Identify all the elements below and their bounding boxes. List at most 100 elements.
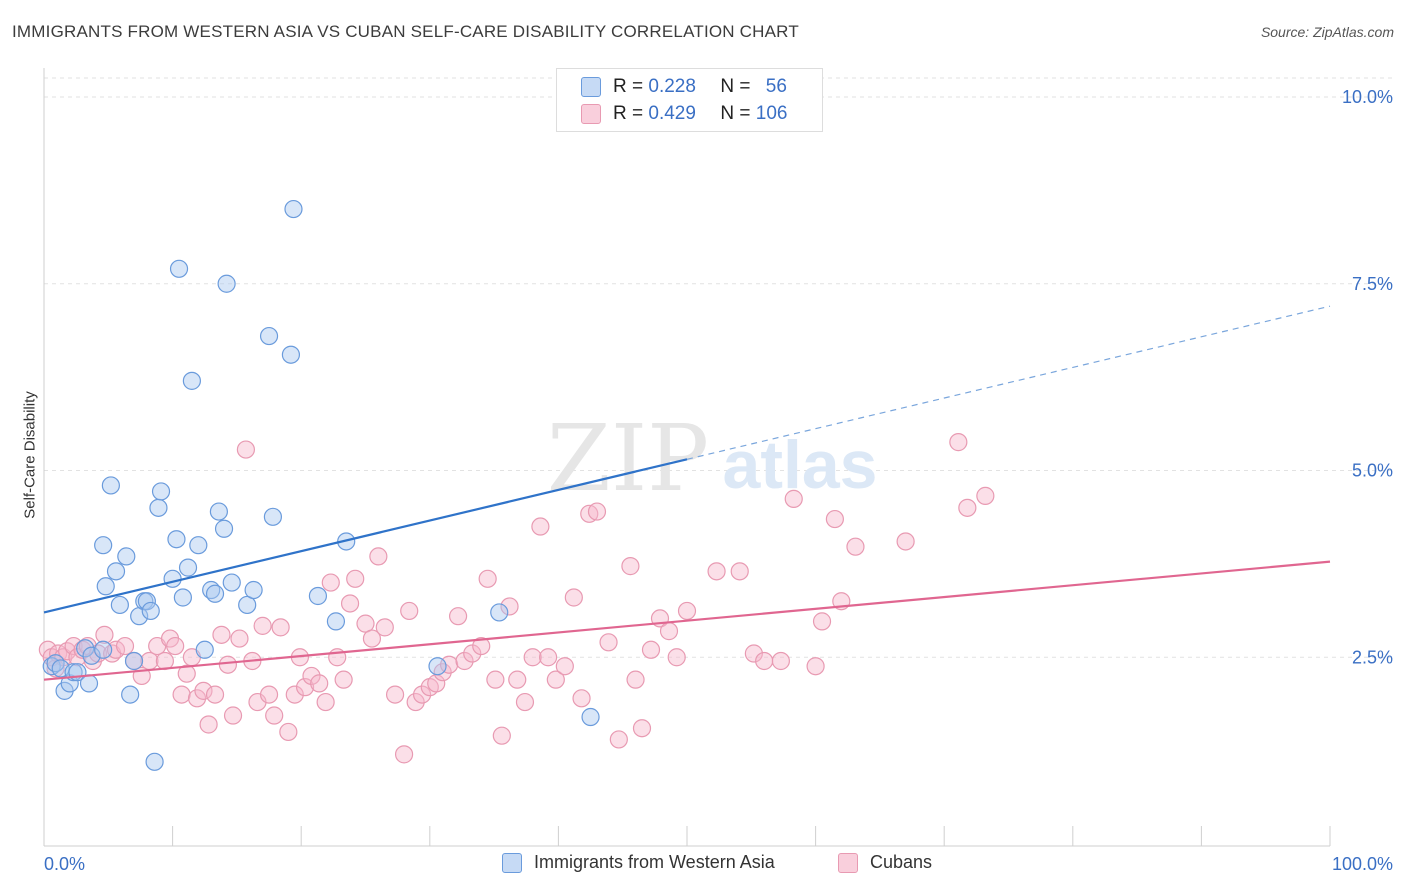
point-western-asia <box>79 674 99 693</box>
point-cubans <box>187 689 207 708</box>
point-cubans <box>448 607 468 626</box>
axes <box>43 68 1331 847</box>
point-cubans <box>500 597 519 616</box>
point-western-asia <box>178 558 198 577</box>
point-western-asia <box>217 274 236 293</box>
point-cubans <box>784 489 803 508</box>
point-western-asia <box>173 588 192 607</box>
point-cubans <box>632 719 652 738</box>
n-label: N = <box>720 76 751 97</box>
r-value: 0.228 <box>648 76 696 97</box>
point-western-asia <box>581 707 600 727</box>
point-cubans <box>508 670 527 689</box>
point-cubans <box>316 692 335 712</box>
point-western-asia <box>124 651 144 671</box>
point-cubans <box>546 670 565 689</box>
point-western-asia <box>195 640 214 659</box>
point-cubans <box>609 730 628 749</box>
chart-title: IMMIGRANTS FROM WESTERN ASIA VS CUBAN SE… <box>12 22 799 41</box>
point-cubans <box>205 685 225 704</box>
point-western-asia <box>214 519 234 538</box>
point-cubans <box>531 517 550 536</box>
point-western-asia <box>238 595 257 615</box>
watermark-zip: ZIP <box>547 405 709 512</box>
point-western-asia <box>326 612 346 631</box>
point-cubans <box>177 664 196 683</box>
point-western-asia <box>263 507 283 526</box>
point-cubans <box>64 636 83 656</box>
point-western-asia <box>281 345 301 364</box>
watermark-atlas: atlas <box>723 427 878 503</box>
point-cubans <box>334 670 353 689</box>
point-cubans <box>259 685 279 704</box>
point-cubans <box>976 486 995 505</box>
point-western-asia <box>145 752 164 771</box>
point-western-asia <box>259 326 279 346</box>
legend-swatch-pink <box>581 104 601 124</box>
point-cubans <box>321 573 340 592</box>
trend-lines <box>43 305 1331 681</box>
point-western-asia <box>169 259 189 278</box>
point-western-asia <box>149 498 168 517</box>
legend-item-cubans: Cubans <box>838 852 932 873</box>
point-cubans <box>587 502 607 521</box>
point-cubans <box>478 569 497 588</box>
y-tick-label: 2.5% <box>1352 647 1393 667</box>
point-cubans <box>115 636 135 656</box>
point-cubans <box>340 594 360 613</box>
point-cubans <box>223 706 243 725</box>
stats-legend: R = 0.228 N = 56 R = 0.429 N = 106 <box>556 68 823 132</box>
point-western-asia <box>94 640 113 659</box>
legend-swatch-blue <box>581 77 601 97</box>
point-cubans <box>400 601 419 621</box>
point-cubans <box>166 636 185 656</box>
legend-swatch-pink <box>838 852 858 873</box>
point-western-asia <box>284 199 303 219</box>
point-cubans <box>362 629 382 648</box>
tick-labels: 2.5% 5.0% 7.5% 10.0% 0.0% 100.0% <box>44 87 1393 874</box>
legend-label-western-asia: Immigrants from Western Asia <box>534 852 775 872</box>
point-western-asia <box>82 646 101 665</box>
point-cubans <box>199 715 218 734</box>
point-cubans <box>346 569 365 588</box>
point-cubans <box>659 622 679 641</box>
point-western-asia <box>151 482 171 501</box>
point-western-asia <box>428 657 447 676</box>
point-cubans <box>271 618 290 637</box>
point-western-asia <box>137 592 156 611</box>
point-cubans <box>472 636 491 656</box>
point-cubans <box>771 651 790 671</box>
point-cubans <box>492 726 511 745</box>
point-western-asia <box>244 580 263 600</box>
point-western-asia <box>76 639 95 658</box>
series-cubans <box>38 433 995 764</box>
point-western-asia <box>490 603 509 622</box>
point-cubans <box>707 562 726 581</box>
legend-swatch-blue <box>502 852 522 873</box>
trend-line-cubans <box>43 560 1331 681</box>
trend-line-western-asia <box>43 458 688 614</box>
trend-line-western-asia-extension <box>686 305 1331 460</box>
point-cubans <box>572 689 591 708</box>
point-western-asia <box>121 685 140 704</box>
point-western-asia <box>110 595 129 615</box>
point-cubans <box>230 629 249 648</box>
point-cubans <box>949 433 968 452</box>
point-cubans <box>812 612 832 631</box>
point-cubans <box>539 648 558 667</box>
point-cubans <box>599 633 618 652</box>
r-value: 0.429 <box>648 103 696 124</box>
point-western-asia <box>96 577 115 596</box>
point-cubans <box>212 625 231 644</box>
point-western-asia <box>222 573 241 592</box>
point-cubans <box>439 655 459 674</box>
point-cubans <box>106 640 126 659</box>
point-cubans <box>730 562 749 581</box>
point-cubans <box>369 547 388 566</box>
point-cubans <box>455 651 474 671</box>
point-cubans <box>846 537 865 556</box>
point-cubans <box>95 625 114 644</box>
x-tick-label: 100.0% <box>1332 854 1393 874</box>
point-cubans <box>433 663 452 682</box>
point-cubans <box>295 678 315 697</box>
